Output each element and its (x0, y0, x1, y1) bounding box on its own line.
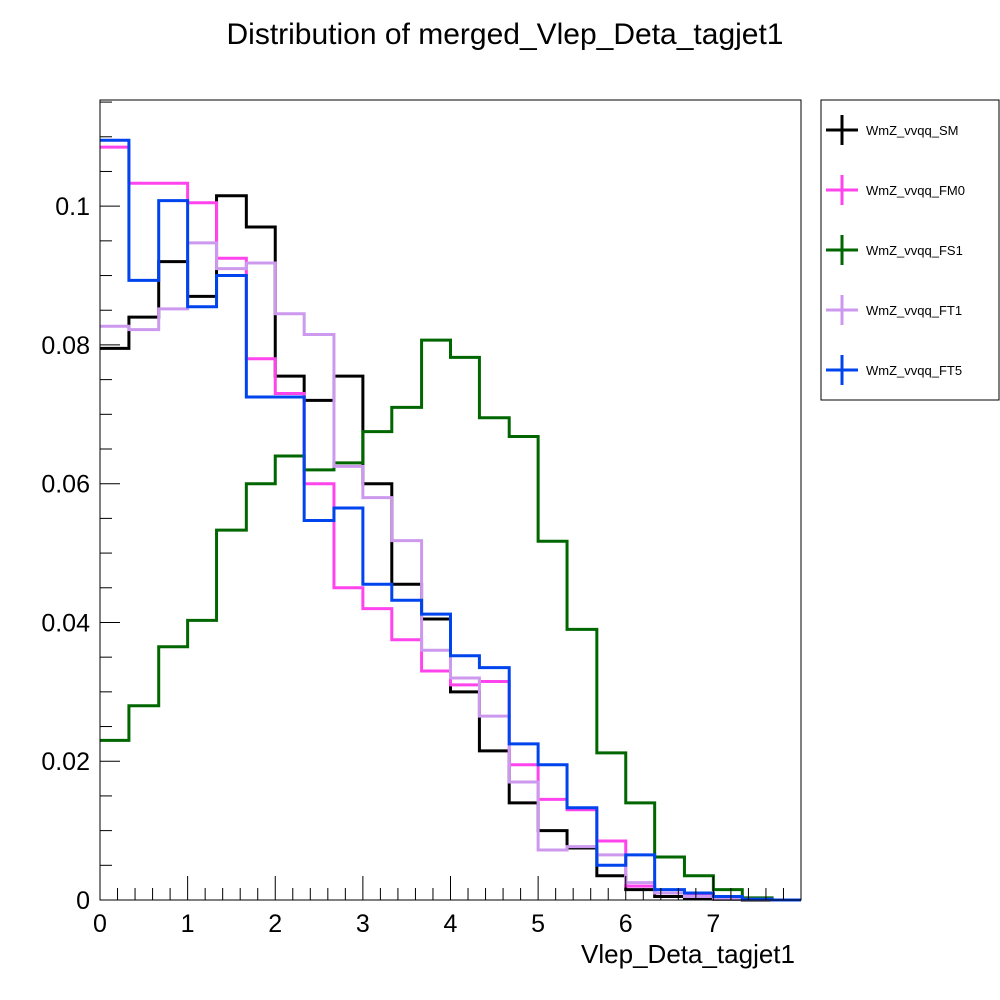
x-axis: 0 1 2 3 4 5 6 7 (93, 876, 802, 938)
y-tick-label: 0.06 (41, 471, 90, 499)
legend-item: WmZ_vvqq_FS1 (826, 235, 963, 265)
series-line (100, 138, 801, 902)
plot-frame (99, 99, 802, 901)
legend-label: WmZ_vvqq_FS1 (866, 243, 963, 258)
legend-item: WmZ_vvqq_FM0 (826, 175, 965, 205)
chart-title: Distribution of merged_Vlep_Deta_tagjet1 (226, 18, 783, 51)
y-tick-label: 0.08 (41, 332, 90, 360)
y-axis: 0 0.02 0.04 0.06 0.08 0.1 (41, 101, 120, 915)
x-tick-label: 6 (619, 910, 633, 938)
y-tick-label: 0.04 (41, 609, 90, 637)
x-axis-title: Vlep_Deta_tagjet1 (581, 939, 795, 969)
series-WmZ_vvqq_SM (100, 194, 801, 902)
x-tick-label: 7 (706, 910, 720, 938)
y-tick-label: 0.1 (55, 193, 90, 221)
legend-label: WmZ_vvqq_FT1 (866, 303, 962, 318)
legend-box (820, 99, 1000, 401)
y-tick-label: 0.02 (41, 748, 90, 776)
x-tick-label: 1 (181, 910, 195, 938)
series-WmZ_vvqq_FS1 (100, 338, 801, 902)
legend-item: WmZ_vvqq_SM (826, 115, 958, 145)
series-line (100, 194, 801, 902)
legend: WmZ_vvqq_SM WmZ_vvqq_FM0 WmZ_vvqq_FS1 WmZ_v… (820, 99, 1000, 401)
series-WmZ_vvqq_FM0 (100, 145, 801, 902)
legend-item: WmZ_vvqq_FT1 (826, 295, 962, 325)
x-tick-label: 3 (356, 910, 370, 938)
legend-label: WmZ_vvqq_SM (866, 123, 958, 138)
series-WmZ_vvqq_FT5 (100, 138, 801, 902)
x-tick-label: 4 (444, 910, 458, 938)
series-layer (100, 138, 801, 902)
legend-label: WmZ_vvqq_FM0 (866, 183, 965, 198)
legend-label: WmZ_vvqq_FT5 (866, 363, 962, 378)
x-tick-label: 2 (268, 910, 282, 938)
series-line (100, 338, 801, 902)
y-tick-label: 0 (76, 887, 90, 915)
series-line (100, 145, 801, 902)
legend-item: WmZ_vvqq_FT5 (826, 355, 962, 385)
x-tick-label: 5 (531, 910, 545, 938)
x-tick-label: 0 (93, 910, 107, 938)
